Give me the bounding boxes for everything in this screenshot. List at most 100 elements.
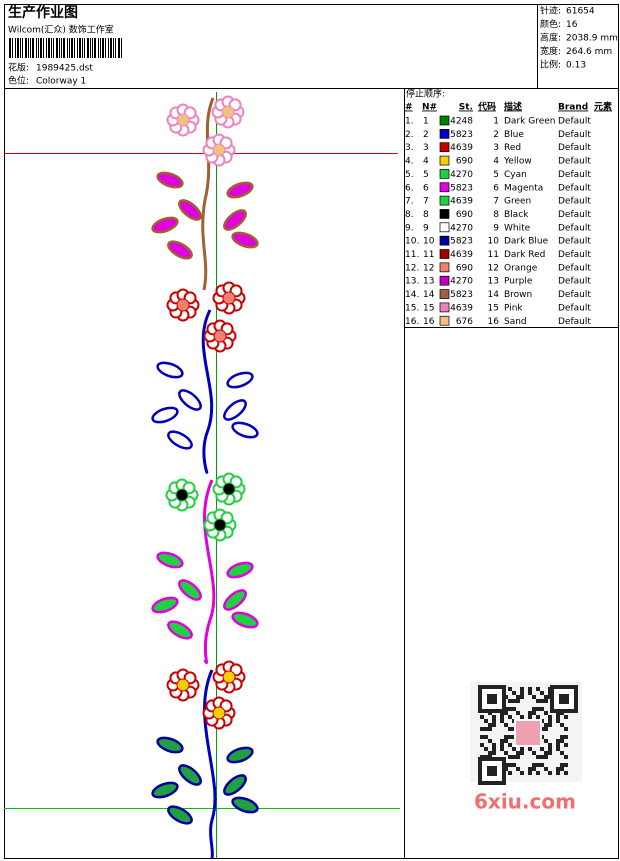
qr-cell [560,723,564,727]
qr-cell [556,739,560,743]
barcode-bar [71,38,73,58]
barcode-bar [92,38,93,58]
color-swatch [439,262,450,273]
table-cell: 6. [405,183,414,193]
leaf [151,216,179,234]
table-cell: Default [558,277,591,287]
qr-cell [516,767,520,771]
table-cell: Default [558,130,591,140]
table-cell: 13. [405,277,419,287]
qr-cell [564,727,568,731]
barcode-bar [98,38,99,58]
barcode-bar [113,38,114,58]
table-cell: Dark Blue [504,237,549,247]
stem [201,309,214,474]
qr-cell [504,735,508,739]
flower-center [212,143,226,157]
leaf [178,579,202,601]
table-cell: Cyan [504,170,527,180]
table-cell: 9 [493,223,499,233]
qr-cell [500,715,504,719]
leaf [167,430,193,450]
qr-cell [488,727,492,731]
qr-cell [504,739,508,743]
table-cell: Sand [504,317,527,327]
studio-name: Wilcom(汇众) 数饰工作室 [8,24,114,36]
table-cell: Yellow [503,157,532,167]
color-swatch [439,302,450,313]
table-cell: 7 [423,197,429,207]
qr-cell [480,735,484,739]
qr-cell [560,767,564,771]
qr-cell [516,751,520,755]
color-swatch [439,235,450,246]
qr-cell [540,747,544,751]
barcode-bar [90,38,91,58]
qr-cell [544,739,548,743]
stem [203,479,216,664]
table-cell: 9 [423,223,429,233]
leaf [178,764,202,786]
qr-cell [500,747,504,751]
table-cell: 7. [405,197,414,207]
barcode-bar [67,38,68,58]
barcode-bar [82,38,83,58]
table-cell: Default [558,117,591,127]
table-cell: Blue [504,130,524,140]
flower-center [176,678,190,692]
color-swatch [439,289,450,299]
flower-center [222,291,236,305]
qr-cell [528,767,532,771]
table-cell: 5 [423,170,429,180]
table-cell: Default [558,303,591,313]
qr-cell [540,707,544,711]
table-cell: Default [558,250,591,260]
table-cell: 15 [423,303,434,313]
qr-cell [508,727,512,731]
table-cell: Green [504,197,531,207]
qr-cell [556,719,560,723]
flower-center [213,329,227,343]
qr-cell [500,743,504,747]
column-header: 描述 [504,101,522,113]
qr-cell [556,767,560,771]
info-label: 高度: [540,32,561,44]
barcode-bar [12,38,13,58]
outer-border [4,4,619,859]
qr-cell [548,723,552,727]
info-label: 宽度: [540,45,561,57]
stem [201,97,215,291]
qr-cell [540,763,544,767]
table-cell: 1. [405,117,414,127]
table-cell: 6 [493,183,499,193]
table-title: 停止顺序: [406,88,445,100]
table-cell: White [504,223,531,233]
qr-cell [520,747,524,751]
table-cell: 4639 [450,250,473,260]
leaf [156,171,184,189]
qr-cell [480,727,484,731]
table-cell: 676 [456,317,473,327]
barcode-bar [94,38,96,58]
qr-cell [536,687,540,691]
qr-cell [528,711,532,715]
table-cell: 4 [493,157,499,167]
table-cell: Default [558,210,591,220]
qr-cell [536,707,540,711]
qr-cell [536,699,540,703]
qr-cell [564,735,568,739]
barcode-bar [77,38,78,58]
qr-cell [564,763,568,767]
leaf [167,240,193,260]
qr-cell [492,715,496,719]
barcode-bar [87,38,89,58]
color-swatch [439,222,450,233]
qr-cell [556,747,560,751]
table-cell: 14 [423,290,435,300]
design-file: 1989425.dst [36,64,93,74]
table-cell: 11. [405,250,419,260]
barcode-bar [43,38,44,58]
color-swatch [439,275,450,286]
qr-cell [532,763,536,767]
qr-cell [548,771,552,775]
